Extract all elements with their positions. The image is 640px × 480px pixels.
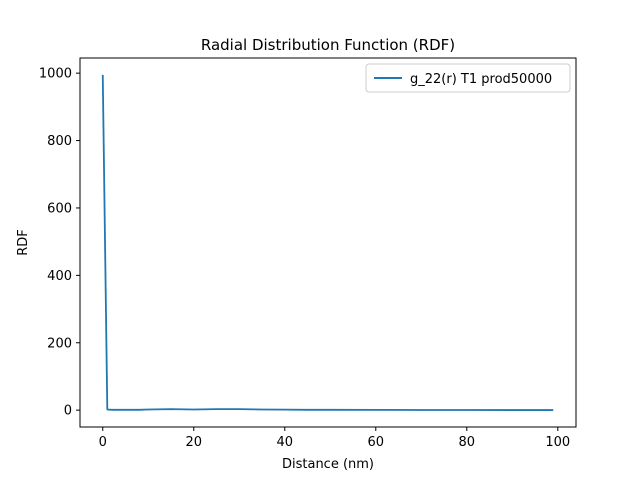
x-tick-label: 0 bbox=[99, 435, 107, 450]
y-tick-label: 800 bbox=[47, 134, 72, 149]
chart-title: Radial Distribution Function (RDF) bbox=[201, 36, 455, 54]
legend: g_22(r) T1 prod50000 bbox=[365, 63, 571, 93]
y-tick-label: 200 bbox=[47, 336, 72, 351]
y-tick-label: 0 bbox=[64, 404, 72, 419]
y-tick-label: 1000 bbox=[39, 67, 72, 82]
x-axis-label: Distance (nm) bbox=[282, 457, 374, 472]
x-tick-label: 60 bbox=[368, 435, 385, 450]
y-axis-label: RDF bbox=[16, 229, 31, 256]
x-tick-label: 40 bbox=[276, 435, 293, 450]
plot-frame bbox=[79, 57, 577, 428]
x-tick-label: 100 bbox=[545, 435, 570, 450]
series-layer bbox=[101, 74, 554, 411]
y-tick-label: 600 bbox=[47, 201, 72, 216]
series-line-0 bbox=[101, 74, 554, 411]
x-tick-label: 20 bbox=[185, 435, 202, 450]
legend-box bbox=[365, 63, 571, 93]
y-tick-label: 400 bbox=[47, 269, 72, 284]
legend-label: g_22(r) T1 prod50000 bbox=[410, 72, 552, 87]
x-tick-label: 80 bbox=[459, 435, 476, 450]
